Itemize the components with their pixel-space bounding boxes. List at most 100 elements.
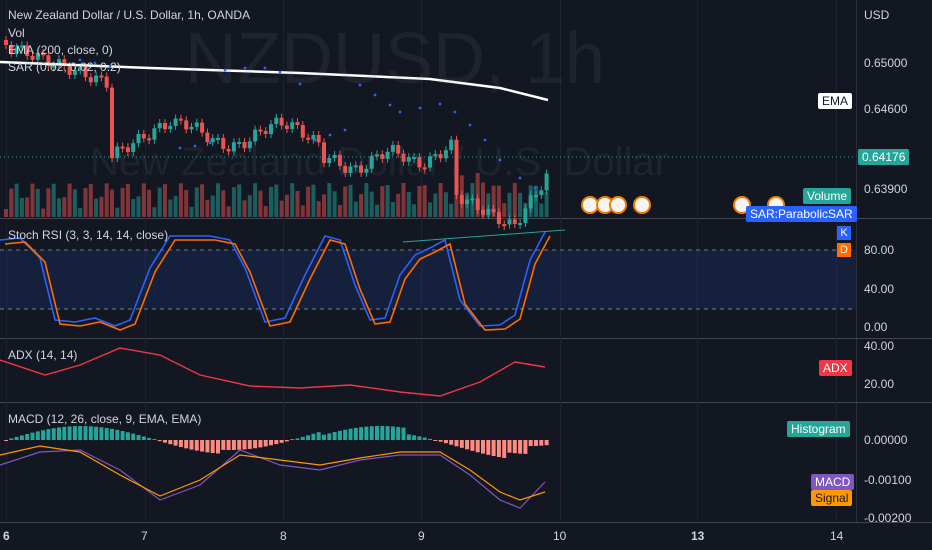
- candle-body: [311, 134, 316, 140]
- candle-body: [406, 157, 411, 162]
- macd-hist-bar: [110, 428, 114, 440]
- time-tick: 14: [830, 529, 844, 543]
- volume-bar: [173, 195, 178, 217]
- macd-hist-bar: [258, 440, 263, 448]
- macd-hist-bar: [491, 440, 496, 457]
- adx-label[interactable]: ADX (14, 14): [8, 348, 78, 362]
- macd-hist-bar: [369, 426, 374, 440]
- volume-bar: [300, 205, 305, 217]
- macd-hist-bar: [62, 426, 67, 440]
- volume-bar: [502, 203, 507, 217]
- candle-body: [41, 52, 46, 56]
- candle-body: [422, 167, 427, 170]
- macd-hist-bar: [104, 427, 109, 440]
- candle-body: [454, 139, 459, 195]
- volume-bar: [353, 201, 358, 217]
- candle-body: [300, 124, 305, 138]
- candle-body: [258, 129, 263, 132]
- price-tick: 0.65000: [864, 56, 908, 70]
- volume-bar: [62, 197, 67, 217]
- symbol-title[interactable]: New Zealand Dollar / U.S. Dollar, 1h, OA…: [8, 8, 251, 22]
- candle-body: [337, 154, 342, 166]
- volume-bar: [194, 187, 199, 217]
- volume-bar: [25, 197, 30, 217]
- macd-hist-bar: [364, 426, 369, 440]
- macd-hist-bar: [470, 440, 475, 451]
- volume-bar: [322, 194, 326, 217]
- stoch-label[interactable]: Stoch RSI (3, 3, 14, 14, close): [8, 228, 169, 242]
- histogram-tag: Histogram: [787, 421, 850, 437]
- volume-bar: [99, 196, 104, 217]
- volume-bar: [343, 186, 348, 217]
- candle-body: [115, 146, 120, 159]
- sar-legend[interactable]: SAR (0.02, 0.02, 0.2): [8, 60, 121, 74]
- macd-hist-bar: [163, 440, 167, 443]
- macd-hist-bar: [353, 427, 358, 440]
- macd-hist-bar: [189, 440, 194, 450]
- volume-bar: [369, 191, 374, 217]
- signal-tag: Signal: [811, 490, 853, 506]
- volume-bar: [438, 183, 443, 217]
- volume-bar: [258, 190, 263, 217]
- macd-hist-bar: [14, 436, 19, 440]
- macd-hist-bar: [173, 440, 178, 446]
- grid-line: [421, 0, 422, 522]
- vol-legend[interactable]: Vol: [8, 26, 25, 40]
- macd-hist-bar: [35, 431, 40, 440]
- macd-hist-bar: [417, 436, 422, 440]
- candle-body: [417, 157, 422, 168]
- macd-label[interactable]: MACD (12, 26, close, 9, EMA, EMA): [8, 412, 202, 426]
- sar-dot: [398, 110, 402, 114]
- volume-bar: [290, 183, 295, 217]
- ema-legend[interactable]: EMA (200, close, 0): [8, 43, 113, 57]
- macd-hist-bar: [332, 432, 337, 440]
- volume-bar: [189, 206, 194, 217]
- sar-dot: [243, 66, 247, 70]
- volume-bar: [253, 183, 258, 217]
- candle-body: [184, 120, 189, 130]
- watermark-ticker: NZDUSD, 1h: [185, 19, 606, 99]
- candle-body: [147, 138, 152, 141]
- macd-hist-bar: [433, 440, 438, 441]
- stoch-tick: 40.00: [864, 282, 895, 296]
- candle-body: [9, 45, 14, 53]
- volume-bar: [157, 187, 162, 217]
- volume-bar: [406, 191, 411, 217]
- time-tick: 7: [141, 529, 148, 543]
- volume-bar: [110, 189, 114, 217]
- volume-bar: [9, 188, 14, 217]
- volume-bar: [115, 207, 120, 217]
- event-flag-icon: [633, 196, 651, 214]
- candle-body: [35, 52, 40, 60]
- macd-hist-bar: [242, 440, 247, 450]
- candle-body: [30, 55, 35, 60]
- candle-body: [99, 75, 104, 78]
- volume-bar: [422, 185, 427, 217]
- candle-body: [51, 65, 56, 68]
- macd-hist-bar: [19, 435, 24, 440]
- sar-dot: [328, 133, 332, 137]
- sar-dot: [468, 123, 472, 127]
- volume-bar: [332, 191, 337, 217]
- candle-body: [72, 70, 77, 75]
- candle-body: [412, 157, 417, 160]
- candle-body: [369, 155, 374, 169]
- macd-hist-bar: [454, 440, 459, 447]
- grid-line: [145, 0, 146, 522]
- candle-body: [242, 141, 247, 149]
- sar-dot: [298, 82, 302, 86]
- volume-bar: [136, 196, 141, 217]
- candle-body: [353, 165, 358, 168]
- candle-body: [200, 122, 205, 133]
- candle-body: [226, 149, 231, 152]
- macd-hist-bar: [534, 440, 538, 446]
- candle-body: [221, 137, 226, 150]
- macd-hist-bar: [51, 428, 56, 440]
- macd-hist-bar: [4, 440, 8, 441]
- volume-bar: [168, 199, 173, 217]
- macd-hist-bar: [83, 426, 88, 440]
- volume-bar: [104, 183, 109, 217]
- d-tag: D: [837, 243, 851, 257]
